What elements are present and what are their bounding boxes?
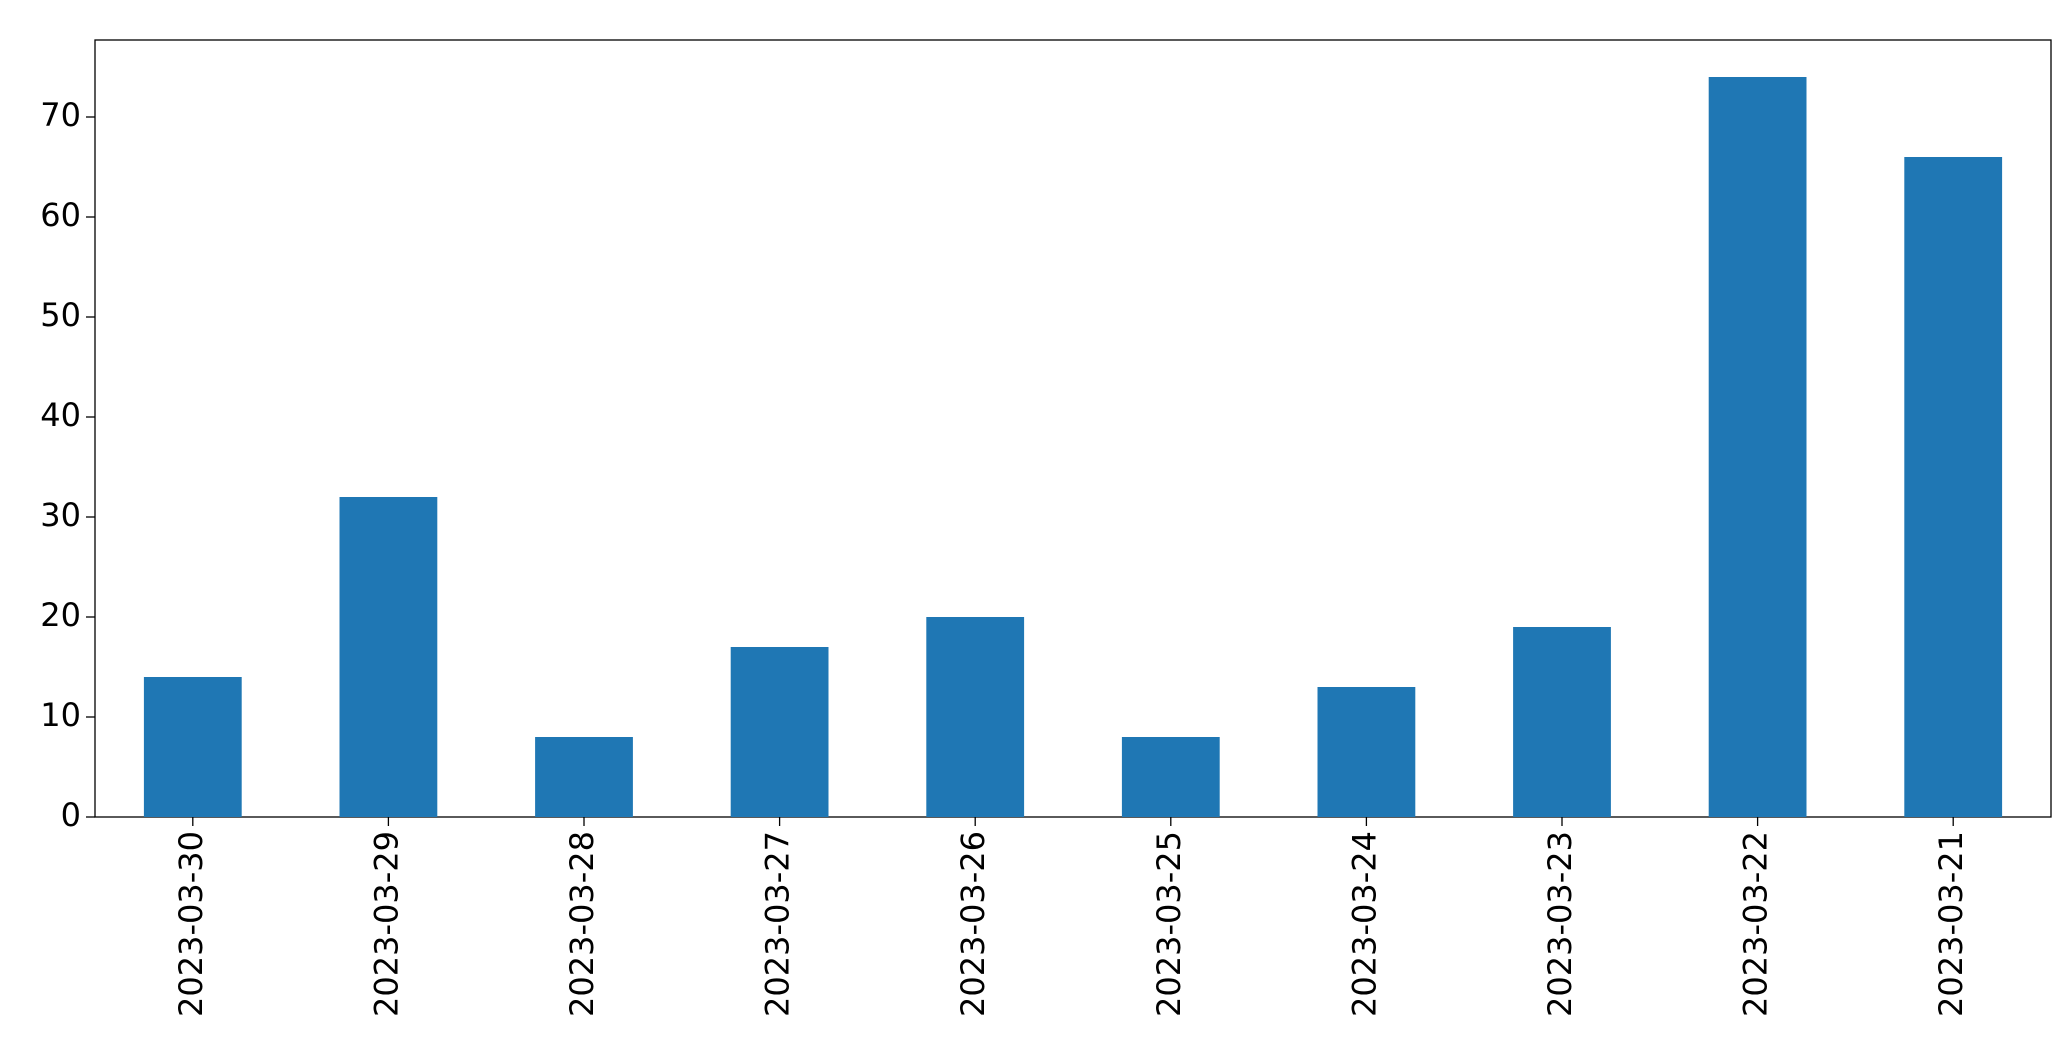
x-tick-label: 2023-03-24 — [1345, 831, 1383, 1017]
x-tick-label: 2023-03-26 — [954, 831, 992, 1017]
bar — [1513, 627, 1611, 817]
x-tick-label: 2023-03-29 — [367, 831, 405, 1017]
x-tick-label: 2023-03-30 — [172, 831, 210, 1017]
x-tick-label: 2023-03-28 — [563, 831, 601, 1017]
bar — [926, 617, 1025, 817]
bar — [1121, 737, 1220, 817]
x-tick-label: 2023-03-21 — [1932, 831, 1970, 1017]
y-tick-label: 40 — [40, 396, 81, 434]
bar — [535, 737, 633, 817]
x-tick-label: 2023-03-22 — [1737, 831, 1775, 1017]
y-tick-label: 50 — [40, 296, 81, 334]
bar — [339, 497, 438, 817]
bar — [730, 647, 829, 817]
x-tick-label: 2023-03-25 — [1150, 831, 1188, 1017]
y-tick-label: 60 — [40, 196, 81, 234]
bar — [1708, 77, 1807, 817]
y-tick-label: 20 — [40, 596, 81, 634]
plot-frame — [94, 39, 2052, 818]
y-tick-label: 0 — [61, 796, 81, 834]
y-tick-label: 30 — [40, 496, 81, 534]
bar — [1904, 157, 2003, 817]
y-tick-label: 70 — [40, 96, 81, 134]
x-tick-label: 2023-03-27 — [759, 831, 797, 1017]
y-tick-label: 10 — [40, 696, 81, 734]
x-tick-label: 2023-03-23 — [1541, 831, 1579, 1017]
bar — [1317, 687, 1416, 817]
bar — [143, 677, 242, 817]
